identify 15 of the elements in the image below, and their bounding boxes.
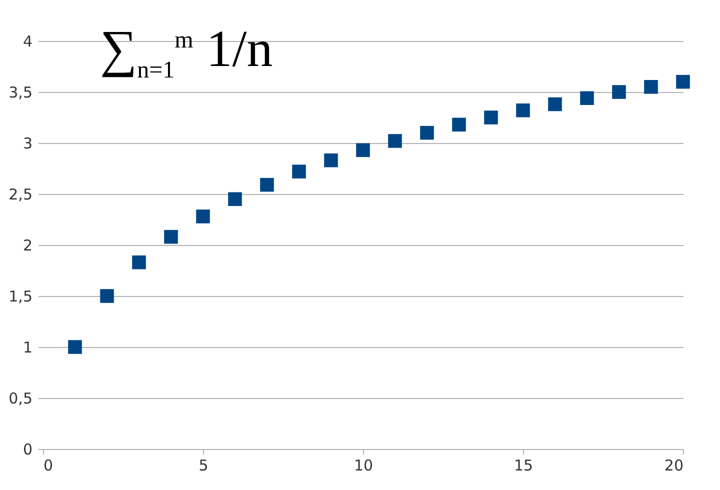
x-tick-label: 20 (664, 456, 684, 474)
x-tick-label: 10 (354, 456, 374, 474)
annotation: ∑$_{n=1}$$^{m}$ 1/n (100, 20, 273, 84)
y-tick-label: 2,5 (8, 186, 32, 204)
y-tick-label: 3 (22, 134, 32, 152)
y-tick-label: 0,5 (8, 390, 32, 408)
y-tick-label: 0 (22, 440, 32, 458)
y-tick-label: 2 (22, 236, 32, 254)
x-tick-label: 0 (44, 456, 54, 474)
x-tick-label: 15 (514, 456, 534, 474)
y-tick-label: 4 (22, 32, 32, 50)
x-tick-label: 5 (198, 456, 208, 474)
y-tick-label: 1 (22, 338, 32, 356)
y-tick-label: 1,5 (8, 288, 32, 306)
y-tick-label: 3,5 (8, 84, 32, 102)
